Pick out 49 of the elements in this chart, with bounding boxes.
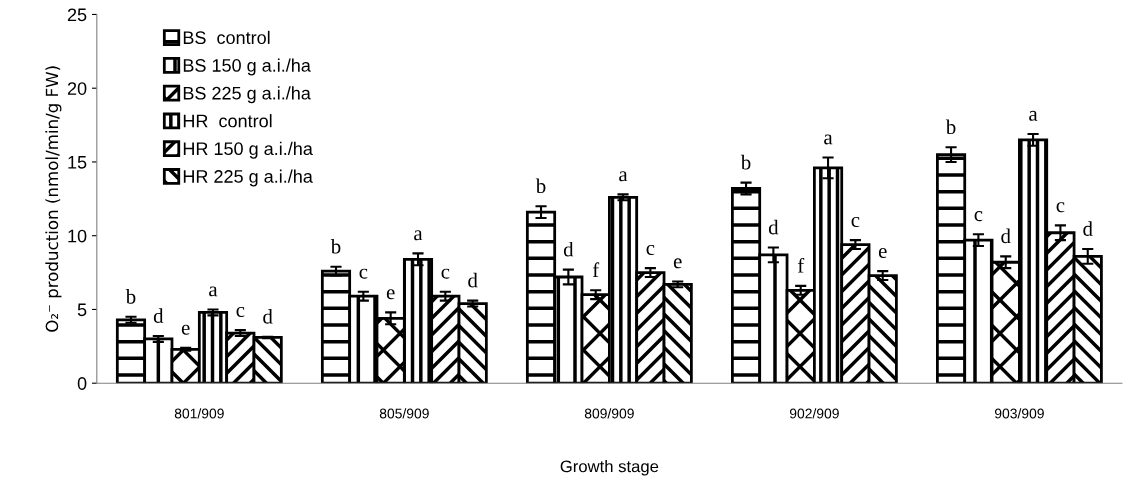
legend-label: HR 150 g a.i./ha — [183, 141, 313, 159]
x-tick-label: 903/909 — [994, 408, 1044, 419]
data-label: c — [974, 211, 983, 222]
data-label: a — [1029, 110, 1038, 121]
data-label: d — [1083, 221, 1093, 236]
data-label: e — [878, 247, 887, 259]
legend-label: BS control — [183, 30, 270, 45]
x-tick-label: 801/909 — [174, 408, 224, 419]
y-axis-title: O₂⁻ production (nmol/min/g FW) — [45, 66, 62, 332]
legend-label: BS 225 g a.i./ha — [183, 86, 311, 104]
x-tick-label: 805/909 — [379, 408, 429, 419]
data-label: f — [592, 262, 600, 277]
y-tick-label: 25 — [67, 8, 87, 22]
data-label: d — [468, 272, 478, 288]
legend-label: HR control — [183, 114, 272, 128]
legend-label: BS 150 g a.i./ha — [183, 58, 311, 76]
x-tick-label: 809/909 — [584, 408, 634, 419]
data-label: b — [945, 119, 956, 135]
legend-label: HR 225 g a.i./ha — [183, 169, 313, 187]
data-label: e — [181, 324, 190, 335]
y-tick-label: 5 — [77, 303, 87, 317]
data-label: d — [1001, 228, 1011, 244]
data-label: f — [797, 257, 805, 273]
data-label: c — [1056, 202, 1065, 213]
y-tick-label: 15 — [68, 156, 87, 169]
data-label: c — [236, 306, 245, 318]
data-label: d — [153, 308, 164, 323]
data-label: d — [563, 241, 574, 257]
data-label: a — [414, 230, 423, 241]
y-tick-label: 0 — [77, 377, 87, 390]
x-axis-title: Growth stage — [560, 460, 659, 476]
y-tick-label: 10 — [68, 229, 87, 243]
data-label: b — [330, 238, 341, 254]
data-label: d — [768, 219, 779, 235]
y-tick-label: 20 — [67, 82, 87, 95]
data-label: e — [386, 289, 395, 300]
data-label: e — [673, 258, 682, 269]
data-label: c — [441, 268, 450, 279]
x-tick-label: 902/909 — [789, 408, 839, 419]
data-label: c — [646, 245, 655, 256]
data-label: c — [851, 217, 860, 228]
data-label: b — [740, 154, 751, 170]
data-label: c — [359, 268, 368, 279]
data-label: b — [125, 289, 136, 304]
data-label: b — [535, 178, 546, 194]
data-label: a — [619, 171, 628, 182]
data-label: a — [209, 286, 218, 297]
data-label: d — [263, 308, 273, 324]
data-label: a — [824, 134, 833, 145]
